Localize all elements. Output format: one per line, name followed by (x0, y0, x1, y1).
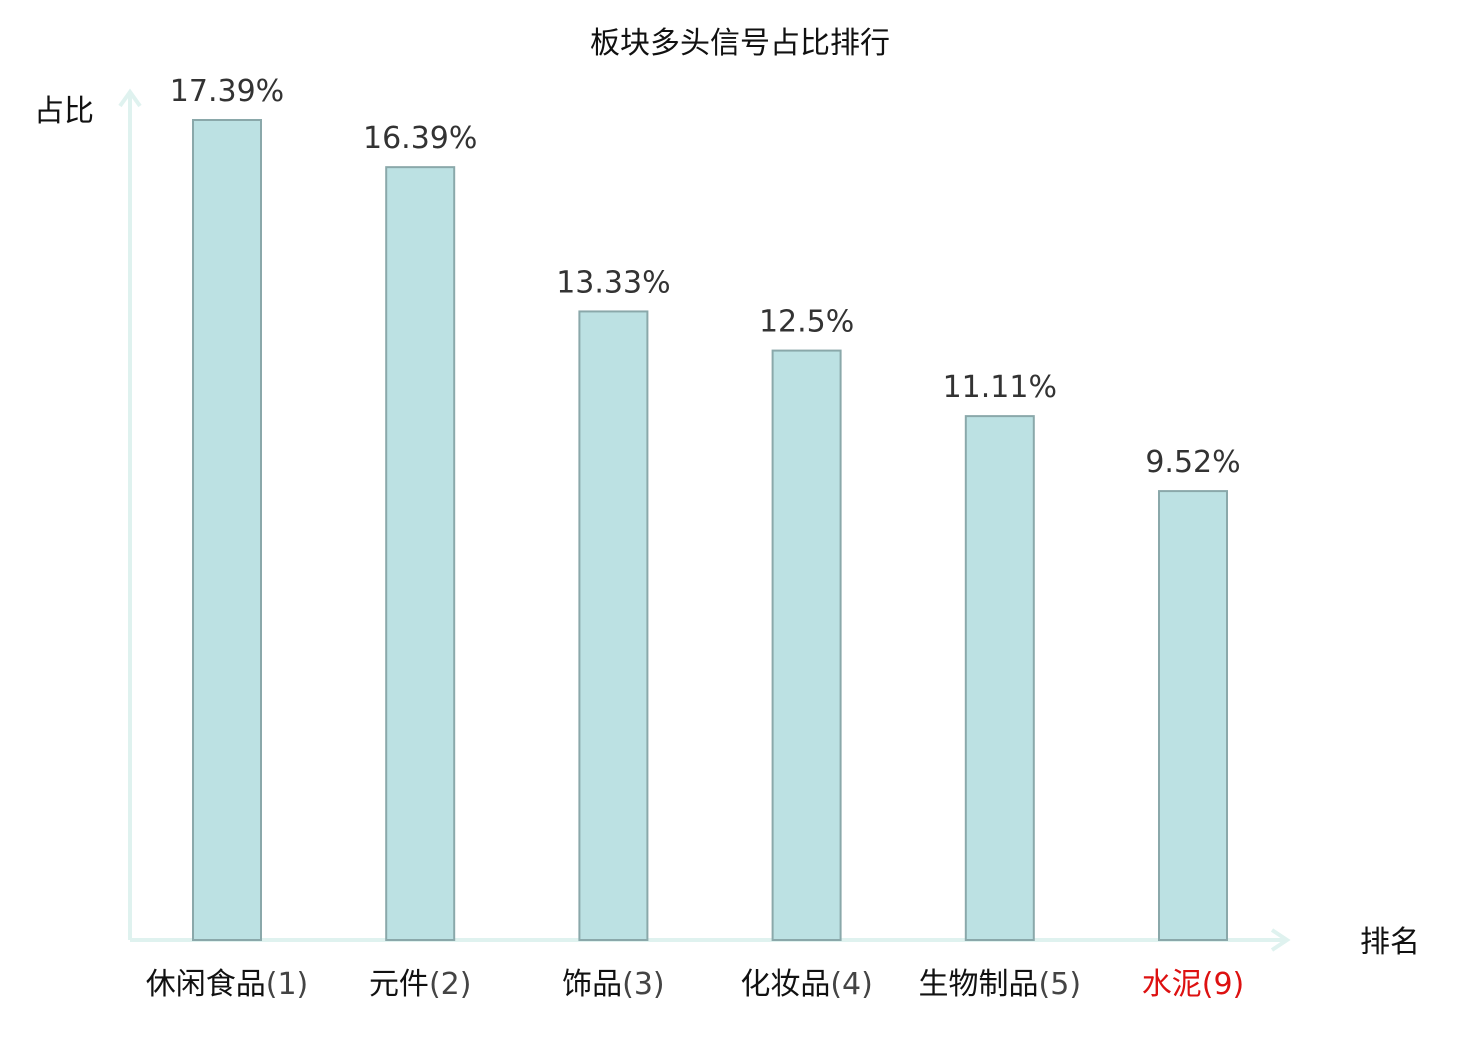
category-rank: (9) (1202, 967, 1245, 1002)
bar-6 (1158, 490, 1228, 941)
category-label-6: 水泥(9) (1142, 967, 1245, 1002)
value-label-4: 12.5% (759, 305, 854, 340)
category-name: 饰品 (562, 967, 622, 1002)
category-name: 休闲食品 (146, 967, 266, 1002)
value-label-1: 17.39% (170, 74, 284, 109)
bars (192, 119, 1228, 941)
category-name: 生物制品 (919, 967, 1039, 1002)
x-axis-label: 排名 (1360, 925, 1420, 960)
chart-title: 板块多头信号占比排行 (590, 26, 890, 61)
category-name: 水泥 (1142, 967, 1202, 1002)
y-axis-label: 占比 (34, 94, 94, 129)
bar-2 (385, 166, 456, 941)
bar-5 (964, 415, 1035, 941)
bar-1 (192, 119, 262, 941)
category-rank: (2) (429, 967, 472, 1002)
category-label-1: 休闲食品(1) (146, 967, 309, 1002)
bar-4 (771, 349, 842, 941)
category-rank: (3) (622, 967, 665, 1002)
category-label-2: 元件(2) (369, 967, 472, 1002)
category-rank: (5) (1039, 967, 1082, 1002)
category-name: 元件 (369, 967, 429, 1002)
category-label-3: 饰品(3) (562, 967, 665, 1002)
axes (118, 88, 1291, 952)
value-label-6: 9.52% (1145, 445, 1240, 480)
bar-3 (578, 310, 649, 941)
category-name: 化妆品 (740, 967, 830, 1002)
category-label-4: 化妆品(4) (740, 967, 873, 1002)
x-axis-arrow-icon (1270, 928, 1291, 952)
value-label-3: 13.33% (556, 265, 670, 300)
value-label-2: 16.39% (363, 121, 477, 156)
category-label-5: 生物制品(5) (919, 967, 1082, 1002)
category-rank: (1) (266, 967, 309, 1002)
value-label-5: 11.11% (943, 370, 1057, 405)
y-axis-arrow-icon (118, 88, 142, 108)
value-labels: 17.39% 16.39% 13.33% 12.5% 11.11% 9.52% (170, 74, 1241, 480)
category-labels: 休闲食品(1) 元件(2) 饰品(3) 化妆品(4) 生物制品(5) 水泥(9) (146, 967, 1245, 1002)
category-rank: (4) (830, 967, 873, 1002)
